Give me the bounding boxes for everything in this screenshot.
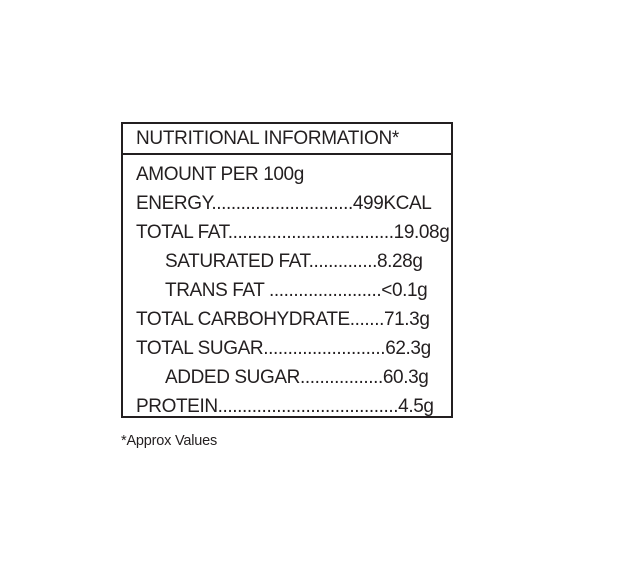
nutrition-row-total-sugar: TOTAL SUGAR.........................62.3… [136,338,431,359]
nutrition-table-title: NUTRITIONAL INFORMATION* [123,124,451,155]
nutrition-row-protein: PROTEIN.................................… [136,396,434,417]
nutrition-row-total-carbohydrate: TOTAL CARBOHYDRATE.......71.3g [136,309,430,330]
nutrition-table: NUTRITIONAL INFORMATION* AMOUNT PER 100g… [121,122,453,418]
nutrition-row-total-fat: TOTAL FAT...............................… [136,222,450,243]
nutrition-row-amount-per: AMOUNT PER 100g [136,164,304,185]
nutrition-row-added-sugar: ADDED SUGAR.................60.3g [165,367,429,388]
nutrition-row-trans-fat: TRANS FAT .......................<0.1g [165,280,428,301]
nutrition-row-saturated-fat: SATURATED FAT..............8.28g [165,251,423,272]
footnote: *Approx Values [121,433,218,449]
nutrition-rows: AMOUNT PER 100g ENERGY..................… [123,155,451,421]
nutrition-row-energy: ENERGY.............................499KC… [136,193,432,214]
